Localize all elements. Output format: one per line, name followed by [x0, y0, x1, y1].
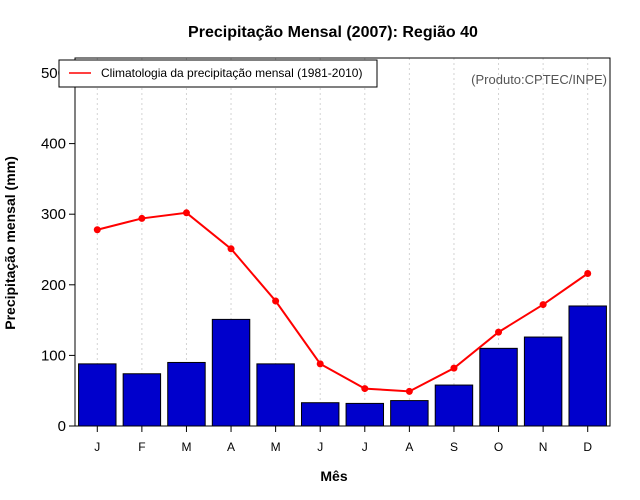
plot-frame	[74, 57, 611, 427]
climatology-point-1	[93, 226, 101, 234]
x-tick-label: J	[362, 440, 368, 454]
climatology-point-6	[316, 360, 324, 368]
y-tick-label: 0	[58, 418, 66, 435]
legend-box	[58, 59, 378, 88]
x-tick-label: J	[317, 440, 323, 454]
bar-10	[479, 347, 518, 427]
climatology-point-4	[227, 245, 235, 253]
climatology-point-11	[539, 301, 547, 309]
y-axis-label: Precipitação mensal (mm)	[2, 156, 18, 330]
legend: Climatologia da precipitação mensal (198…	[58, 59, 378, 88]
x-tick-label: O	[494, 440, 503, 454]
y-tick-label: 100	[41, 347, 66, 364]
climatology-polyline	[97, 211, 589, 393]
climatology-point-5	[272, 297, 280, 305]
x-tick-label: A	[405, 440, 413, 454]
bar-8	[390, 400, 429, 427]
bar-12	[568, 305, 607, 427]
climatology-point-3	[182, 209, 190, 217]
climatology-point-8	[405, 387, 413, 395]
x-tick-label: S	[450, 440, 458, 454]
x-tick-label: J	[94, 440, 100, 454]
climatology-line	[93, 209, 592, 395]
y-tick-label: 400	[41, 136, 66, 153]
bars	[78, 305, 607, 427]
bar-3	[167, 361, 206, 427]
y-tick-label: 300	[41, 206, 66, 223]
x-tick-label: N	[539, 440, 548, 454]
climatology-point-2	[138, 214, 146, 222]
x-tick-label: M	[271, 440, 281, 454]
bar-7	[345, 402, 385, 427]
climatology-point-10	[495, 328, 503, 336]
bar-1	[78, 363, 117, 427]
bar-4	[211, 318, 251, 427]
bar-11	[523, 336, 563, 427]
x-tick-label: A	[227, 440, 235, 454]
bar-5	[256, 363, 295, 427]
x-tick-label: M	[181, 440, 191, 454]
bar-9	[434, 384, 474, 427]
x-tick-label: F	[138, 440, 145, 454]
climatology-point-12	[584, 270, 592, 278]
y-tick-label: 200	[41, 277, 66, 294]
bar-2	[122, 373, 162, 427]
source-note: (Produto:CPTEC/INPE)	[471, 72, 607, 87]
bar-6	[300, 402, 340, 427]
x-axis-label: Mês	[320, 468, 347, 484]
x-tick-label: D	[583, 440, 592, 454]
legend-label: Climatologia da precipitação mensal (198…	[101, 66, 362, 80]
climatology-point-9	[450, 364, 458, 372]
chart-title: Precipitação Mensal (2007): Região 40	[188, 24, 478, 41]
climatology-point-7	[361, 385, 369, 393]
